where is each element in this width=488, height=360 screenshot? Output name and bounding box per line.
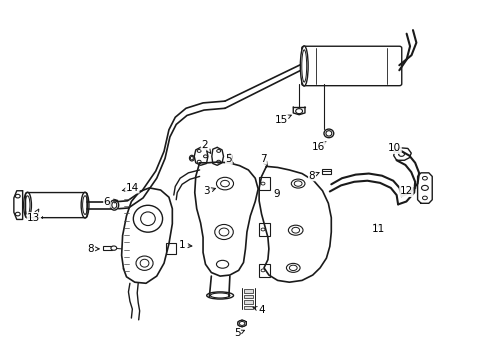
- Ellipse shape: [300, 46, 307, 86]
- Text: 1: 1: [179, 240, 191, 250]
- Text: 7: 7: [259, 154, 267, 166]
- Ellipse shape: [110, 200, 119, 210]
- Bar: [243, 300, 253, 304]
- Bar: [259, 223, 269, 236]
- Bar: [321, 169, 330, 174]
- Text: 8: 8: [308, 171, 319, 181]
- Text: 13: 13: [27, 209, 41, 222]
- Bar: [243, 289, 253, 293]
- Text: 4: 4: [253, 305, 264, 315]
- Text: 11: 11: [371, 224, 385, 234]
- Bar: [165, 243, 176, 253]
- Bar: [243, 295, 253, 298]
- Bar: [103, 246, 112, 250]
- Bar: [259, 264, 269, 277]
- Text: 15: 15: [274, 115, 291, 125]
- Text: 5: 5: [225, 154, 233, 164]
- Text: 12: 12: [399, 186, 415, 197]
- Text: 2: 2: [201, 140, 210, 153]
- Text: 16: 16: [311, 142, 325, 152]
- Text: 9: 9: [272, 189, 279, 199]
- Text: 6: 6: [103, 197, 118, 207]
- Text: 8: 8: [87, 244, 99, 254]
- Bar: [243, 306, 253, 309]
- Text: 5: 5: [233, 328, 244, 338]
- Text: 10: 10: [387, 143, 401, 154]
- Text: 14: 14: [122, 183, 139, 193]
- Bar: [259, 177, 269, 190]
- Text: 3: 3: [203, 186, 215, 197]
- Ellipse shape: [111, 246, 117, 250]
